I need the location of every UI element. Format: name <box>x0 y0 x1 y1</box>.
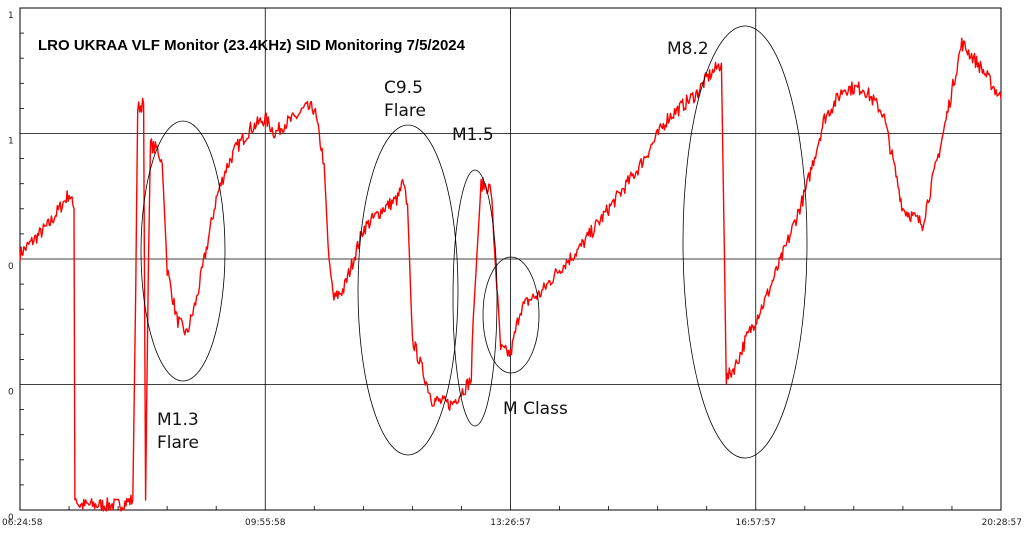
x-tick-label: 09:55:58 <box>245 518 286 528</box>
y-tick-label: 0 <box>8 388 14 398</box>
annotation-label: M1.3 <box>157 410 199 430</box>
y-tick-label: 1 <box>8 11 14 21</box>
annotation-label: Flare <box>384 101 426 121</box>
annotation-label: M1.5 <box>452 125 494 145</box>
annotation-labels: M1.3 Flare C9.5 Flare M1.5 M Class M8.2 <box>157 39 709 453</box>
x-tick-label: 20:28:57 <box>982 518 1022 528</box>
annotation-label: M Class <box>503 399 568 419</box>
annotation-ellipse <box>682 25 808 459</box>
chart-title: LRO UKRAA VLF Monitor (23.4KHz) SID Moni… <box>38 37 466 54</box>
annotation-ellipse <box>357 124 459 456</box>
annotation-label: C9.5 <box>384 78 423 98</box>
annotation-ellipses <box>140 25 808 459</box>
annotation-label: Flare <box>157 433 199 453</box>
annotation-ellipse <box>482 256 540 374</box>
x-tick-label: 16:57:57 <box>736 518 776 528</box>
grid-lines <box>20 8 1001 510</box>
annotation-ellipse <box>452 169 498 427</box>
series-layer <box>19 37 1002 512</box>
y-tick-labels: 1 1 0 0 0 <box>8 11 14 523</box>
annotation-label: M8.2 <box>667 39 709 59</box>
x-tick-labels: 06:24:58 09:55:58 13:26:57 16:57:57 20:28:57 <box>2 518 1022 528</box>
annotation-ellipse <box>140 120 226 382</box>
x-tick-label: 06:24:58 <box>2 518 43 528</box>
series-line <box>19 37 1002 512</box>
y-tick-label: 1 <box>8 137 14 147</box>
y-tick-label: 0 <box>8 513 14 523</box>
y-tick-label: 0 <box>8 262 14 272</box>
x-tick-label: 13:26:57 <box>490 518 530 528</box>
minor-ticks <box>20 32 953 510</box>
